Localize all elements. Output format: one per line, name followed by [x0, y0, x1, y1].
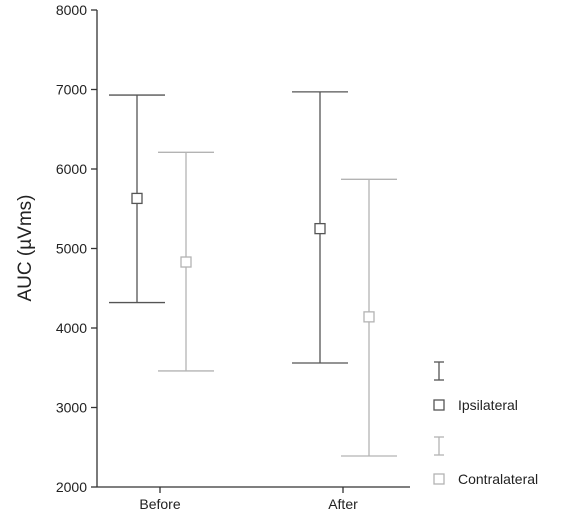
mean-marker [180, 256, 192, 268]
x-category-labels: Before After [139, 487, 358, 512]
legend-item-contralateral: Contralateral [433, 436, 538, 487]
legend-marker-icon [433, 399, 445, 411]
y-tick-label: 2000 [56, 479, 87, 495]
x-tick-label: After [328, 496, 358, 512]
y-tick-label: 8000 [56, 2, 87, 18]
y-tick-label: 5000 [56, 241, 87, 257]
legend: Ipsilateral Contralateral [433, 361, 538, 487]
x-tick-label: Before [139, 496, 180, 512]
y-tick-label: 3000 [56, 400, 87, 416]
y-ticks: 2000 3000 4000 5000 6000 7000 8000 [56, 2, 97, 495]
y-tick-label: 4000 [56, 320, 87, 336]
series-ipsilateral [109, 91, 348, 364]
mean-marker [131, 192, 143, 205]
legend-item-ipsilateral: Ipsilateral [433, 361, 518, 413]
legend-label: Ipsilateral [458, 397, 518, 413]
axes [96, 10, 410, 488]
legend-marker-icon [433, 473, 445, 485]
mean-marker [363, 311, 375, 323]
data-marks [109, 91, 397, 457]
y-tick-label: 7000 [56, 82, 87, 98]
legend-label: Contralateral [458, 471, 538, 487]
mean-marker [314, 222, 326, 235]
series-contralateral [158, 151, 397, 457]
y-axis-label: AUC (µVms) [15, 195, 36, 302]
y-tick-label: 6000 [56, 161, 87, 177]
